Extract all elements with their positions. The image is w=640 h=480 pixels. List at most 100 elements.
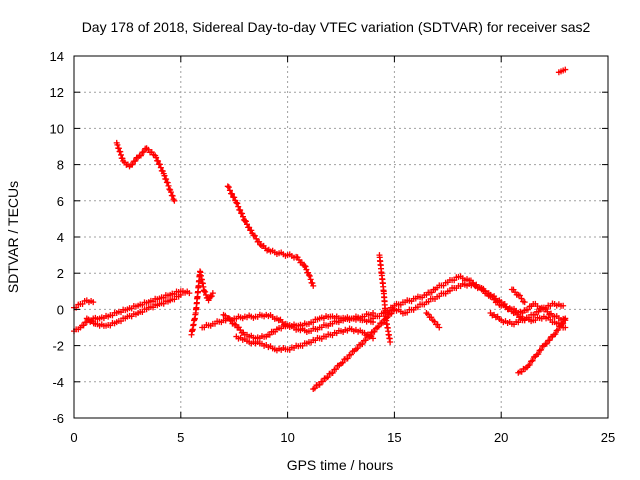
point-marker [234,200,241,207]
point-marker [436,324,443,331]
point-marker [529,357,536,364]
point-marker [329,369,336,376]
point-marker [79,300,86,307]
point-marker [518,295,525,302]
point-marker [370,335,377,342]
point-marker [177,291,184,298]
point-marker [203,291,210,298]
point-marker [380,319,387,326]
point-marker [224,183,231,190]
point-marker [516,292,523,299]
point-marker [157,164,164,171]
point-marker [165,182,172,189]
point-marker [164,179,171,186]
point-marker [333,366,340,373]
point-marker [305,272,312,279]
x-tick-label: 25 [601,430,615,445]
x-tick-label: 20 [494,430,508,445]
point-marker [229,190,236,197]
x-tick-label: 15 [387,430,401,445]
point-marker [137,152,144,159]
point-marker [306,272,313,279]
series-arc-p [515,315,569,376]
point-marker [167,189,174,196]
point-marker [310,282,317,289]
point-marker [339,359,346,366]
point-marker [155,157,162,164]
y-tick-label: 12 [50,85,64,100]
point-marker [115,145,122,152]
point-marker [319,378,326,385]
series-arc-r [555,66,569,76]
point-marker [307,276,314,283]
chart-title: Day 178 of 2018, Sidereal Day-to-day VTE… [82,19,591,35]
x-tick-label: 0 [70,430,77,445]
point-marker [359,341,366,348]
x-axis-label: GPS time / hours [287,457,394,473]
point-marker [153,154,160,161]
point-marker [237,207,244,214]
point-marker [117,148,124,155]
point-marker [375,323,382,330]
point-marker [532,311,539,318]
point-marker [248,227,255,234]
point-marker [428,314,435,321]
point-marker [524,306,531,313]
series-arc-g [188,268,216,338]
point-marker [428,289,435,296]
y-tick-label: -4 [52,375,64,390]
y-tick-label: 14 [50,49,64,64]
x-tick-label: 5 [177,430,184,445]
point-marker [233,199,240,206]
point-marker [239,210,246,217]
point-marker [560,320,567,327]
point-marker [242,218,249,225]
series-arc-q [508,286,528,306]
series-arc-l [370,273,569,324]
x-tick-label: 10 [280,430,294,445]
point-marker [186,290,193,297]
point-marker [425,311,432,318]
point-marker [434,321,441,328]
point-marker [538,346,545,353]
point-marker [231,194,238,201]
point-marker [90,299,97,306]
point-marker [303,266,310,273]
grid [74,56,608,418]
y-tick-label: 2 [57,266,64,281]
point-marker [521,299,528,306]
y-tick-label: -6 [52,411,64,426]
point-marker [546,337,553,344]
point-marker [344,355,351,362]
point-marker [560,302,567,309]
point-marker [562,315,569,322]
series-arc-j [233,325,377,354]
point-marker [552,331,559,338]
point-marker [386,307,393,314]
point-marker [555,326,562,333]
point-marker [311,385,318,392]
point-marker [169,192,176,199]
point-marker [246,224,253,231]
series-arc-h [199,310,377,335]
point-marker [562,324,569,331]
point-marker [166,186,173,193]
point-marker [535,351,542,358]
point-marker [309,280,316,287]
point-marker [235,203,242,210]
point-marker [561,316,568,323]
point-marker [171,197,178,204]
point-marker [316,381,323,388]
point-marker [239,213,246,220]
point-marker [253,235,260,242]
point-marker [302,263,309,270]
point-marker [431,318,438,325]
point-marker [114,141,121,148]
series-arc-i [220,311,377,342]
point-marker [535,308,542,315]
point-marker [266,331,273,338]
series-arc-k [376,252,394,345]
y-tick-label: 8 [57,158,64,173]
series-arc-n [423,310,443,331]
